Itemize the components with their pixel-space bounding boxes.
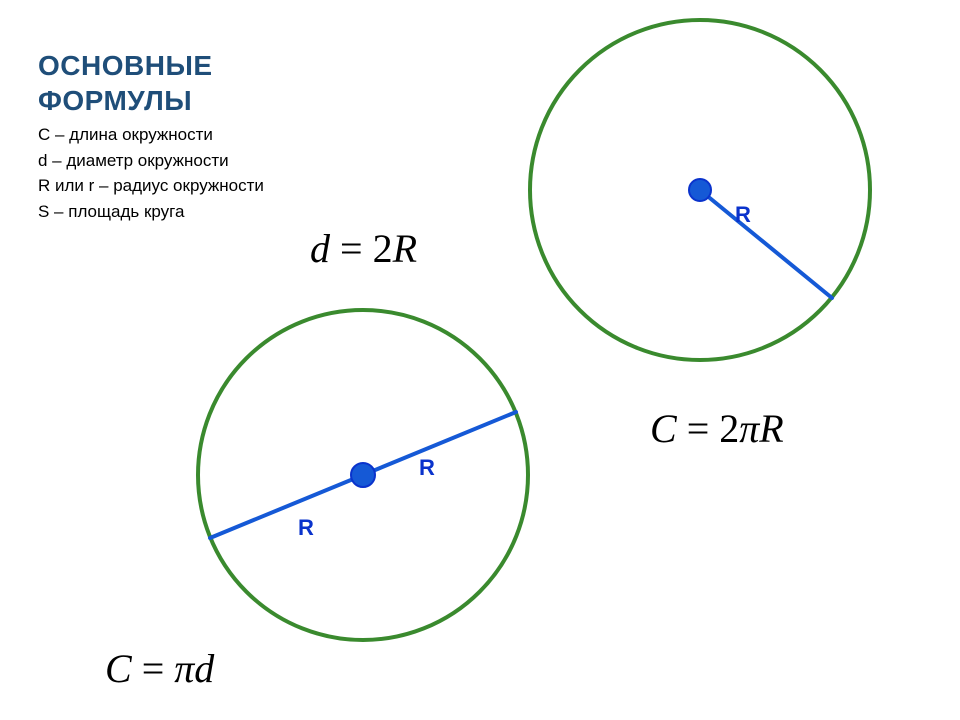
circle-bottom-center-dot <box>351 463 375 487</box>
label-R-bottom-1: R <box>419 455 435 481</box>
circle-top-radius-line <box>700 190 832 298</box>
circle-top-center-dot <box>689 179 711 201</box>
geometry-canvas <box>0 0 960 720</box>
label-R-top: R <box>735 202 751 228</box>
label-R-bottom-2: R <box>298 515 314 541</box>
